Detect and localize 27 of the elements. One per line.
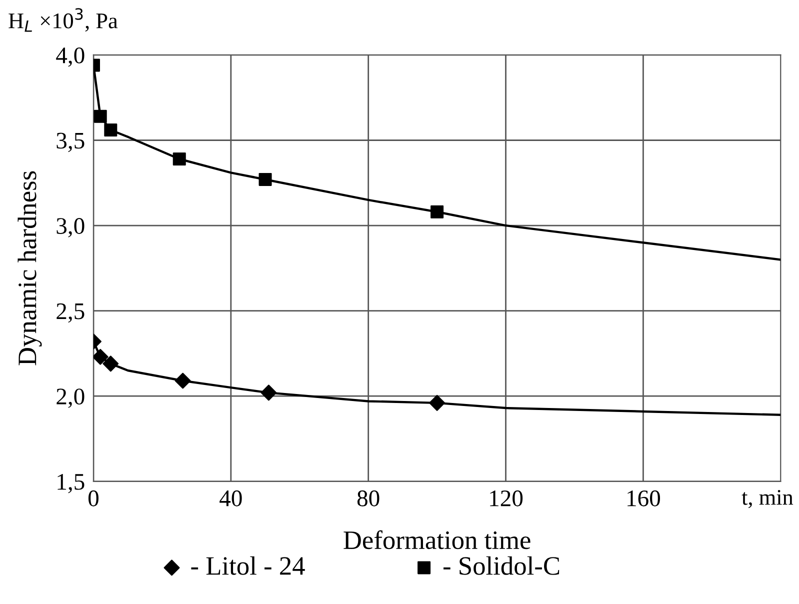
point xyxy=(430,205,444,218)
point xyxy=(258,172,272,186)
x-tick-label: 80 xyxy=(357,490,380,506)
point xyxy=(93,348,108,365)
point xyxy=(429,394,446,411)
point xyxy=(174,372,191,389)
y-tick-label: 2,0 xyxy=(56,388,84,408)
text: t, min xyxy=(742,490,794,508)
legend-label: - Solidol-C xyxy=(443,556,560,575)
point xyxy=(104,124,118,137)
legend-label: - Litol - 24 xyxy=(191,556,305,575)
point xyxy=(102,356,119,372)
y-tick-label: 4,0 xyxy=(56,47,84,67)
y-axis-title: Dynamic hardness xyxy=(18,171,42,366)
x-tick-label: 40 xyxy=(220,490,242,506)
x-tick-label: 120 xyxy=(490,490,523,506)
point xyxy=(94,110,107,123)
x-axis-title: Deformation time xyxy=(344,530,530,550)
y-tick-label: 3,5 xyxy=(56,132,84,152)
point xyxy=(260,384,277,401)
y-tick-label: 2,5 xyxy=(56,303,84,323)
y-tick-label: 1,5 xyxy=(58,474,84,494)
point xyxy=(172,152,186,166)
x-tick-label: 160 xyxy=(628,490,660,506)
y-tick-label: 3,0 xyxy=(56,218,84,238)
x-tick-label: 0 xyxy=(88,490,98,506)
text: H$_{L}$ ×10$^{3}$, Pa xyxy=(8,8,118,32)
